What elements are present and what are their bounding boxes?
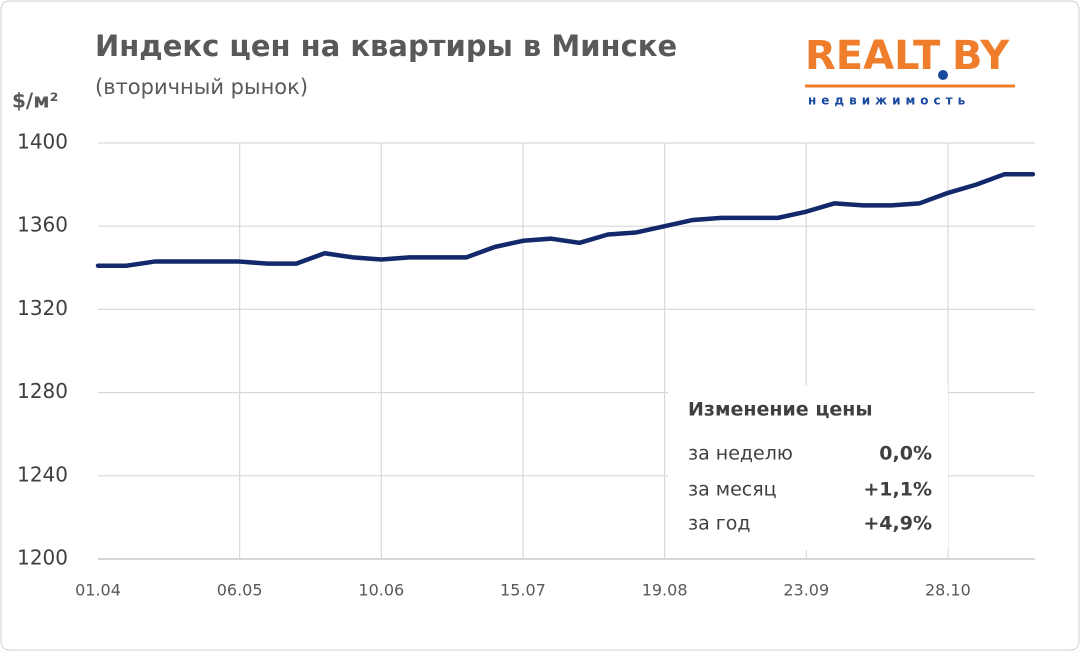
y-tick-label: 1360 — [17, 213, 68, 237]
x-tick-label: 19.08 — [642, 581, 688, 600]
y-tick-label: 1320 — [17, 296, 68, 320]
change-value: 0,0% — [879, 443, 932, 465]
change-box-title: Изменение цены — [688, 399, 873, 421]
x-tick-label: 15.07 — [500, 581, 546, 600]
x-tick-label: 06.05 — [217, 581, 263, 600]
change-label: за месяц — [688, 479, 777, 501]
y-tick-label: 1240 — [17, 462, 68, 486]
logo-right: BY — [952, 33, 1010, 79]
change-box: Изменение цены за неделю 0,0% за месяц +… — [668, 385, 948, 550]
change-label: за год — [688, 513, 751, 535]
x-tick-label: 10.06 — [358, 581, 404, 600]
chart-title: Индекс цен на квартиры в Минске — [95, 29, 677, 63]
y-tick-label: 1400 — [17, 130, 68, 154]
change-value: +1,1% — [863, 479, 932, 501]
x-tick-label: 23.09 — [783, 581, 829, 600]
logo-dot — [938, 70, 948, 80]
chart-subtitle: (вторичный рынок) — [95, 75, 308, 99]
logo-left: REALT — [805, 33, 941, 79]
x-tick-label: 01.04 — [75, 581, 121, 600]
change-label: за неделю — [688, 443, 793, 465]
y-axis-label: $/м² — [12, 89, 58, 113]
change-value: +4,9% — [863, 513, 932, 535]
line — [95, 171, 1036, 268]
change-box-bg — [668, 385, 948, 550]
x-tick-label: 28.10 — [925, 581, 971, 600]
y-tick-label: 1280 — [17, 379, 68, 403]
y-tick-label: 1200 — [17, 546, 68, 570]
logo: REALT BY недвижимость — [805, 33, 1015, 108]
logo-tagline: недвижимость — [808, 94, 970, 108]
